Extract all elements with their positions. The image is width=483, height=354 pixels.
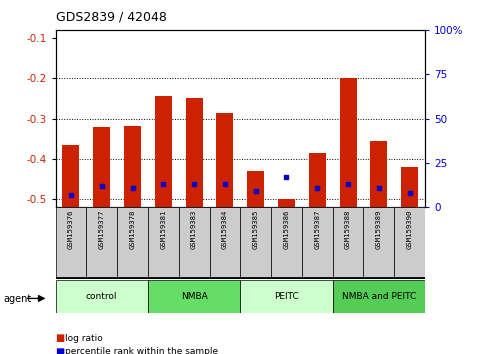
Text: GSM159384: GSM159384 [222, 209, 228, 249]
Text: log ratio: log ratio [65, 333, 103, 343]
Bar [309, 153, 326, 207]
Bar [340, 78, 356, 207]
Bar [56, 207, 86, 278]
Bar [247, 171, 264, 207]
Text: GSM159389: GSM159389 [376, 209, 382, 249]
Bar [364, 207, 394, 278]
Text: GSM159381: GSM159381 [160, 209, 166, 249]
Bar [179, 207, 210, 278]
Bar [240, 280, 333, 313]
Text: ■: ■ [56, 333, 65, 343]
Text: percentile rank within the sample: percentile rank within the sample [65, 347, 218, 354]
Bar [117, 207, 148, 278]
Text: GDS2839 / 42048: GDS2839 / 42048 [56, 11, 167, 24]
Text: NMBA: NMBA [181, 292, 208, 301]
Text: control: control [86, 292, 117, 301]
Text: GSM159385: GSM159385 [253, 209, 259, 249]
Bar [240, 207, 271, 278]
Bar [302, 207, 333, 278]
Bar [278, 199, 295, 207]
Bar [333, 207, 364, 278]
Text: GSM159390: GSM159390 [407, 209, 412, 249]
Bar [86, 207, 117, 278]
Bar [148, 280, 241, 313]
Text: GSM159376: GSM159376 [68, 209, 74, 249]
Bar [401, 167, 418, 207]
Text: NMBA and PEITC: NMBA and PEITC [342, 292, 416, 301]
Bar [62, 145, 79, 207]
Bar [155, 97, 172, 207]
Text: GSM159383: GSM159383 [191, 209, 197, 249]
Bar [333, 280, 425, 313]
Bar [56, 280, 148, 313]
Bar [124, 126, 141, 207]
Text: GSM159387: GSM159387 [314, 209, 320, 249]
Text: GSM159388: GSM159388 [345, 209, 351, 249]
Text: PEITC: PEITC [274, 292, 299, 301]
Bar [185, 98, 202, 207]
Bar [394, 207, 425, 278]
Text: GSM159377: GSM159377 [99, 209, 105, 249]
Bar [271, 207, 302, 278]
Text: GSM159378: GSM159378 [129, 209, 136, 249]
Bar [93, 127, 110, 207]
Text: ■: ■ [56, 347, 65, 354]
Bar [370, 141, 387, 207]
Bar [148, 207, 179, 278]
Text: agent: agent [4, 294, 32, 304]
Text: GSM159386: GSM159386 [284, 209, 289, 249]
Bar [216, 113, 233, 207]
Bar [210, 207, 240, 278]
